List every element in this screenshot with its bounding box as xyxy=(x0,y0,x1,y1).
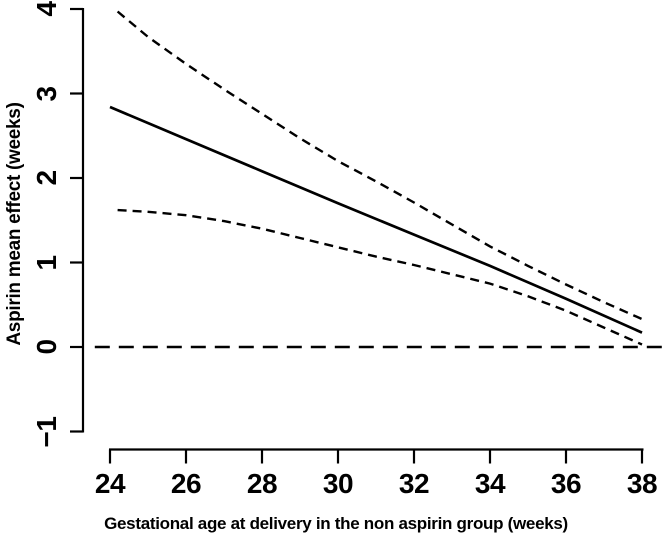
x-tick-label: 36 xyxy=(550,468,582,499)
y-tick-label: 4 xyxy=(31,1,62,17)
x-tick-label: 32 xyxy=(398,468,430,499)
x-tick-label: 30 xyxy=(322,468,354,499)
x-tick-label: 38 xyxy=(626,468,658,499)
y-tick-label: −1 xyxy=(31,416,62,447)
y-tick-label: 1 xyxy=(31,254,62,271)
y-tick-label: 3 xyxy=(31,85,62,102)
lower-ci-line xyxy=(117,208,643,346)
y-tick-label: 0 xyxy=(31,339,62,355)
upper-ci-line xyxy=(116,10,643,321)
y-tick-label: 2 xyxy=(31,170,62,186)
x-tick-label: 26 xyxy=(170,468,202,499)
x-axis-title: Gestational age at delivery in the non a… xyxy=(104,514,568,533)
mean-effect-line xyxy=(109,105,643,334)
x-tick-label: 24 xyxy=(94,468,126,499)
y-axis-title: Aspirin mean effect (weeks) xyxy=(4,102,25,346)
x-tick-label: 28 xyxy=(246,468,278,499)
x-tick-label: 34 xyxy=(474,468,506,499)
